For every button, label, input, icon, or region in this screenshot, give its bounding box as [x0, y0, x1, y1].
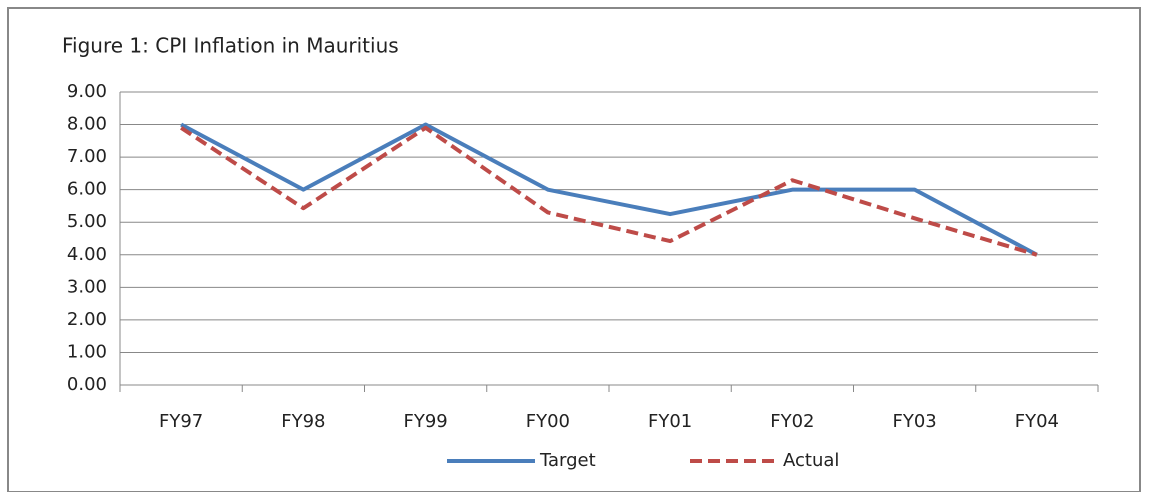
- y-tick-label: 7.00: [67, 146, 107, 167]
- legend-label: Target: [539, 450, 596, 471]
- y-tick-label: 3.00: [67, 276, 107, 297]
- x-tick-label: FY97: [159, 411, 203, 432]
- x-tick-label: FY03: [892, 411, 936, 432]
- y-tick-label: 2.00: [67, 309, 107, 330]
- y-tick-label: 8.00: [67, 114, 107, 135]
- legend-label: Actual: [783, 450, 839, 471]
- chart-title: Figure 1: CPI Inflation in Mauritius: [62, 34, 399, 58]
- x-tick-label: FY99: [403, 411, 447, 432]
- x-tick-label: FY00: [526, 411, 570, 432]
- series-line: [180, 125, 1038, 257]
- y-tick-label: 0.00: [67, 374, 107, 395]
- y-tick-label: 4.00: [67, 244, 107, 265]
- y-tick-label: 6.00: [67, 179, 107, 200]
- y-tick-label: 9.00: [67, 81, 107, 102]
- x-tick-label: FY98: [281, 411, 325, 432]
- series-line: [180, 122, 1038, 257]
- chart-frame: [7, 7, 1141, 492]
- y-tick-label: 5.00: [67, 211, 107, 232]
- x-tick-label: FY04: [1015, 411, 1059, 432]
- y-tick-label: 1.00: [67, 341, 107, 362]
- x-tick-label: FY01: [648, 411, 692, 432]
- x-tick-label: FY02: [770, 411, 814, 432]
